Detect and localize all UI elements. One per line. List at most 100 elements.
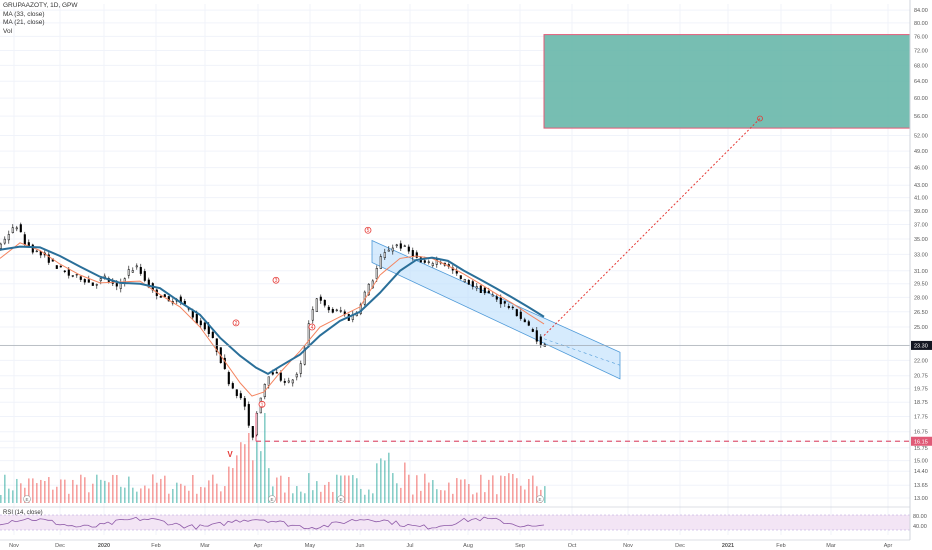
candle-body-46 xyxy=(91,282,94,286)
volume-bar-50 xyxy=(100,479,102,503)
volume-bar-24 xyxy=(48,477,50,503)
volume-bar-122 xyxy=(244,444,246,503)
volume-bar-156 xyxy=(312,490,314,503)
price-axis[interactable]: 84.00 80.00 76.00 72.00 68.00 64.00 60.00 56.00… xyxy=(909,0,932,540)
volume-bar-52 xyxy=(104,480,106,503)
volume-bar-232 xyxy=(464,479,466,503)
volume-bar-72 xyxy=(144,485,146,503)
candle-body-58 xyxy=(115,283,118,287)
candle-body-2 xyxy=(3,238,6,244)
candle-body-64 xyxy=(127,269,130,276)
wave-label-v: V xyxy=(227,450,233,459)
volume-bar-166 xyxy=(332,491,334,503)
candle-body-270 xyxy=(539,336,542,345)
candle-body-106 xyxy=(211,331,214,338)
candle-body-28 xyxy=(55,265,58,269)
volume-bar-128 xyxy=(256,440,258,503)
candle-body-160 xyxy=(319,296,322,301)
volume-bar-164 xyxy=(328,481,330,503)
volume-bar-254 xyxy=(508,473,510,503)
candle-body-152 xyxy=(303,347,306,365)
time-axis[interactable]: Nov Dec 2020 Feb Mar Apr May Jun Jul Aug Sep Oct Nov… xyxy=(0,539,910,549)
volume-bar-28 xyxy=(56,486,58,503)
legend-symbol[interactable]: GRUPAAZOTY, 1D, GPW xyxy=(3,2,78,9)
volume-bar-234 xyxy=(468,484,470,503)
volume-bar-112 xyxy=(224,486,226,503)
event-label-2: E xyxy=(339,497,342,502)
trend-channel[interactable] xyxy=(371,239,621,380)
candle-body-0 xyxy=(0,243,2,249)
candle-body-146 xyxy=(291,379,294,384)
wave-labels: 1 2 3 4 5 V E E E E xyxy=(23,226,544,503)
candle-body-156 xyxy=(311,309,314,321)
time-tick-15: Feb xyxy=(776,543,785,549)
candle-body-12 xyxy=(23,234,26,245)
volume-bar-184 xyxy=(368,489,370,503)
candle-body-100 xyxy=(199,320,202,326)
time-tick-16: Mar xyxy=(826,543,836,549)
volume-bar-46 xyxy=(92,483,94,503)
price-tick-17: 31.00 xyxy=(914,269,928,275)
candle-body-42 xyxy=(83,279,86,283)
candle-body-10 xyxy=(19,224,22,233)
target-box xyxy=(543,34,911,129)
event-label-3: E xyxy=(538,497,541,502)
volume-bar-186 xyxy=(372,493,374,503)
volume-bar-12 xyxy=(24,487,26,503)
volume-bar-172 xyxy=(344,475,346,503)
price-tick-24: 20.75 xyxy=(914,374,928,380)
price-tick-10: 46.00 xyxy=(914,166,928,172)
candle-body-122 xyxy=(243,398,246,407)
volume-bar-2 xyxy=(4,474,6,503)
volume-bar-238 xyxy=(476,492,478,503)
volume-bar-146 xyxy=(292,493,294,503)
candle-body-268 xyxy=(535,330,538,342)
volume-bar-248 xyxy=(496,494,498,503)
volume-bar-200 xyxy=(400,487,402,503)
candle-body-234 xyxy=(467,279,470,285)
candle-body-44 xyxy=(87,279,90,283)
volume-bar-40 xyxy=(80,474,82,503)
candle-body-80 xyxy=(159,296,162,298)
candle-body-212 xyxy=(423,260,426,263)
price-tick-32: 14.40 xyxy=(914,469,928,475)
volume-bars xyxy=(0,413,546,503)
legend-ma21[interactable]: MA (21, close) xyxy=(3,19,45,26)
candle-body-264 xyxy=(527,321,530,326)
volume-bar-82 xyxy=(164,475,166,503)
rsi-pane: RSI (14, close) 80.00 40.00 xyxy=(0,506,927,531)
volume-bar-106 xyxy=(212,474,214,503)
time-tick-10: Sep xyxy=(515,543,525,549)
price-tick-18: 29.50 xyxy=(914,282,928,288)
volume-bar-14 xyxy=(28,478,30,503)
price-tick-2: 76.00 xyxy=(914,34,928,40)
volume-bar-116 xyxy=(232,468,234,503)
price-tick-25: 19.75 xyxy=(914,387,928,393)
volume-bar-204 xyxy=(408,474,410,503)
candle-body-120 xyxy=(239,393,242,399)
volume-bar-174 xyxy=(348,475,350,503)
volume-bar-114 xyxy=(228,466,230,503)
rsi-band xyxy=(0,515,910,530)
candle-body-4 xyxy=(7,234,10,241)
volume-bar-214 xyxy=(428,482,430,503)
candle-body-164 xyxy=(327,306,330,311)
candle-body-118 xyxy=(235,389,238,396)
time-tick-7: Jun xyxy=(356,543,365,549)
time-tick-9: Aug xyxy=(463,543,473,549)
legend-vol[interactable]: Vol xyxy=(3,27,13,35)
volume-bar-140 xyxy=(280,475,282,503)
wave-circle-3 xyxy=(308,323,316,331)
volume-bar-246 xyxy=(492,475,494,503)
time-tick-5: Apr xyxy=(254,543,263,549)
candle-body-138 xyxy=(275,372,278,374)
price-tick-14: 37.00 xyxy=(914,223,928,229)
target-zone[interactable] xyxy=(543,34,911,129)
volume-bar-102 xyxy=(204,487,206,503)
candle-body-124 xyxy=(247,404,250,426)
candle-body-16 xyxy=(31,244,34,253)
volume-bar-6 xyxy=(12,490,14,503)
volume-bar-228 xyxy=(456,478,458,503)
legend-ma33[interactable]: MA (33, close) xyxy=(3,10,45,18)
